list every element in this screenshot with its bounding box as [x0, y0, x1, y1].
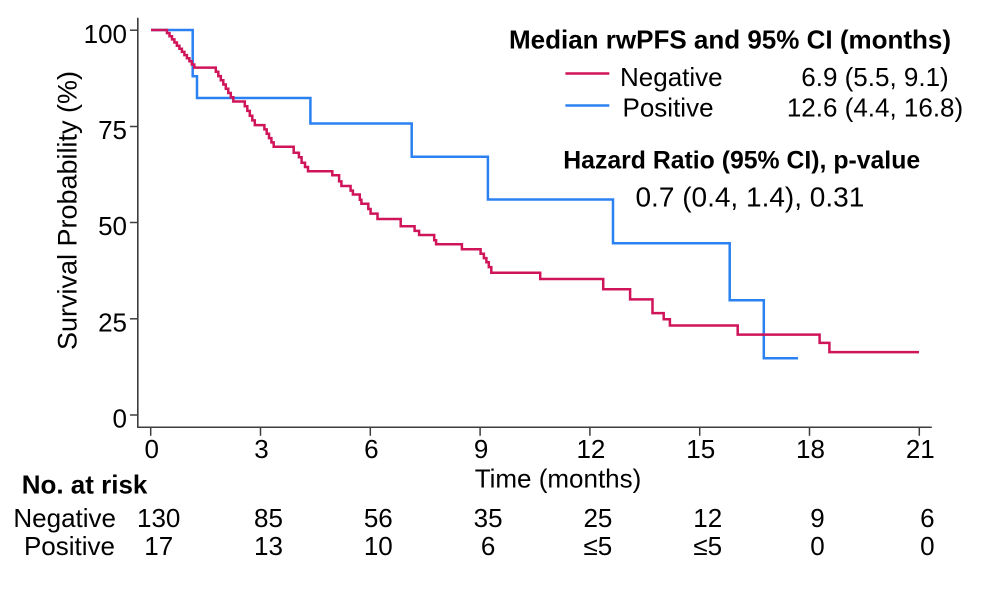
svg-text:0: 0	[810, 531, 824, 561]
svg-text:6: 6	[364, 434, 378, 464]
svg-text:50: 50	[98, 211, 127, 241]
svg-text:Survival Probability (%): Survival Probability (%)	[53, 71, 83, 350]
svg-text:Time (months): Time (months)	[475, 464, 642, 494]
svg-text:≤5: ≤5	[584, 531, 613, 561]
svg-text:Positive: Positive	[24, 531, 115, 561]
svg-text:0: 0	[144, 434, 158, 464]
svg-text:Median rwPFS and 95% CI (month: Median rwPFS and 95% CI (months)	[509, 24, 951, 54]
svg-text:No. at risk: No. at risk	[22, 470, 148, 500]
svg-text:9: 9	[810, 503, 824, 533]
svg-text:18: 18	[796, 434, 825, 464]
svg-text:0.7 (0.4, 1.4), 0.31: 0.7 (0.4, 1.4), 0.31	[635, 182, 864, 213]
svg-text:0: 0	[113, 404, 127, 434]
svg-text:Negative: Negative	[13, 503, 116, 533]
svg-text:56: 56	[364, 503, 393, 533]
svg-text:35: 35	[474, 503, 503, 533]
svg-text:25: 25	[98, 307, 127, 337]
svg-text:10: 10	[364, 531, 393, 561]
svg-text:Negative: Negative	[620, 62, 723, 92]
svg-text:100: 100	[84, 19, 127, 49]
svg-text:12: 12	[576, 434, 605, 464]
svg-text:≤5: ≤5	[693, 531, 722, 561]
svg-text:Positive: Positive	[623, 93, 714, 123]
svg-text:6: 6	[481, 531, 495, 561]
svg-text:6.9 (5.5, 9.1): 6.9 (5.5, 9.1)	[801, 62, 948, 92]
svg-text:13: 13	[254, 531, 283, 561]
svg-text:21: 21	[906, 434, 935, 464]
svg-text:15: 15	[686, 434, 715, 464]
svg-text:85: 85	[254, 503, 283, 533]
svg-text:Hazard Ratio (95% CI), p-value: Hazard Ratio (95% CI), p-value	[563, 147, 920, 174]
svg-text:130: 130	[137, 503, 180, 533]
svg-text:9: 9	[474, 434, 488, 464]
svg-text:17: 17	[144, 531, 173, 561]
svg-text:75: 75	[98, 115, 127, 145]
svg-text:12: 12	[693, 503, 722, 533]
svg-text:25: 25	[583, 503, 612, 533]
svg-text:6: 6	[920, 503, 934, 533]
svg-text:12.6 (4.4, 16.8): 12.6 (4.4, 16.8)	[787, 93, 963, 123]
svg-text:3: 3	[254, 434, 268, 464]
svg-text:0: 0	[920, 531, 934, 561]
